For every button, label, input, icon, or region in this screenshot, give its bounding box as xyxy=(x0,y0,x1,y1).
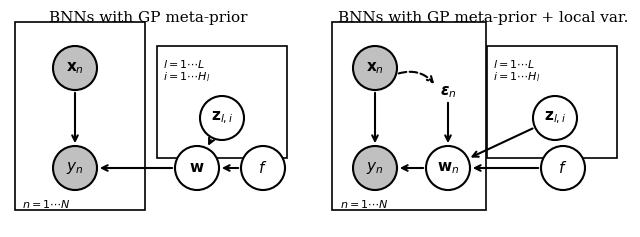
Text: BNNs with GP meta-prior: BNNs with GP meta-prior xyxy=(49,11,247,25)
Text: BNNs with GP meta-prior + local var.: BNNs with GP meta-prior + local var. xyxy=(338,11,628,25)
Text: $\mathbf{x}_n$: $\mathbf{x}_n$ xyxy=(66,60,84,76)
Circle shape xyxy=(200,96,244,140)
Circle shape xyxy=(175,146,219,190)
Circle shape xyxy=(241,146,285,190)
Circle shape xyxy=(541,146,585,190)
Text: $l = 1 \cdots L$: $l = 1 \cdots L$ xyxy=(493,58,536,70)
Text: $l = 1 \cdots L$: $l = 1 \cdots L$ xyxy=(163,58,205,70)
Text: $f$: $f$ xyxy=(558,160,568,176)
Bar xyxy=(15,22,145,210)
Text: $n = 1 \cdots N$: $n = 1 \cdots N$ xyxy=(22,198,71,210)
Circle shape xyxy=(353,146,397,190)
Text: $y_n$: $y_n$ xyxy=(67,160,84,176)
Text: $i = 1 \cdots H_l$: $i = 1 \cdots H_l$ xyxy=(493,70,540,84)
Text: $f$: $f$ xyxy=(259,160,268,176)
Circle shape xyxy=(533,96,577,140)
Bar xyxy=(157,46,287,158)
Text: $\mathbf{z}_{l,i}$: $\mathbf{z}_{l,i}$ xyxy=(544,110,566,126)
Text: $y_n$: $y_n$ xyxy=(366,160,384,176)
Text: $n = 1 \cdots N$: $n = 1 \cdots N$ xyxy=(340,198,389,210)
Text: $i = 1 \cdots H_l$: $i = 1 \cdots H_l$ xyxy=(163,70,211,84)
Text: $\mathbf{w}_n$: $\mathbf{w}_n$ xyxy=(437,160,459,176)
Text: $\mathbf{z}_{l,i}$: $\mathbf{z}_{l,i}$ xyxy=(211,110,233,126)
Text: $\boldsymbol{\epsilon}_n$: $\boldsymbol{\epsilon}_n$ xyxy=(440,84,456,100)
Bar xyxy=(487,46,617,158)
Circle shape xyxy=(53,46,97,90)
Bar xyxy=(332,22,486,210)
Circle shape xyxy=(426,146,470,190)
Text: $\mathbf{x}_n$: $\mathbf{x}_n$ xyxy=(366,60,384,76)
Text: $\mathbf{w}$: $\mathbf{w}$ xyxy=(189,161,205,175)
Circle shape xyxy=(53,146,97,190)
Circle shape xyxy=(353,46,397,90)
